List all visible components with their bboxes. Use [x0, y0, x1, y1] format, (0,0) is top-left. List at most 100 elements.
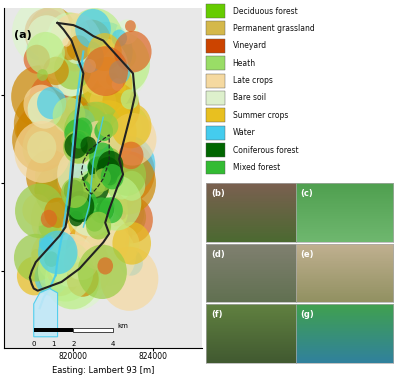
Circle shape: [119, 30, 130, 42]
Circle shape: [96, 219, 111, 235]
Circle shape: [115, 45, 136, 68]
FancyBboxPatch shape: [206, 39, 225, 53]
Circle shape: [62, 37, 71, 47]
Circle shape: [46, 192, 95, 247]
Circle shape: [106, 104, 149, 152]
Circle shape: [50, 19, 96, 69]
Circle shape: [103, 170, 117, 185]
Circle shape: [24, 45, 50, 74]
Circle shape: [88, 171, 108, 193]
Circle shape: [47, 259, 70, 285]
Circle shape: [38, 85, 77, 128]
Circle shape: [16, 107, 59, 154]
Circle shape: [49, 13, 102, 71]
Circle shape: [109, 60, 130, 84]
Circle shape: [28, 90, 62, 129]
Text: Permanent grassland: Permanent grassland: [233, 24, 314, 33]
Circle shape: [67, 109, 113, 159]
Circle shape: [96, 224, 130, 262]
Circle shape: [94, 83, 140, 134]
Circle shape: [95, 158, 121, 187]
Circle shape: [98, 151, 156, 215]
Circle shape: [86, 66, 123, 107]
Circle shape: [73, 118, 93, 139]
Circle shape: [35, 150, 82, 203]
Circle shape: [38, 231, 77, 274]
Circle shape: [96, 60, 122, 89]
Circle shape: [34, 11, 68, 49]
Bar: [73, 328, 113, 332]
Text: 2: 2: [71, 341, 76, 347]
Circle shape: [23, 85, 59, 124]
FancyBboxPatch shape: [206, 161, 225, 175]
Text: (f): (f): [211, 310, 222, 319]
Circle shape: [22, 194, 52, 226]
Circle shape: [84, 174, 105, 197]
Text: km: km: [117, 323, 128, 329]
Circle shape: [31, 249, 41, 259]
Circle shape: [83, 59, 96, 73]
Circle shape: [108, 154, 146, 196]
FancyBboxPatch shape: [206, 91, 225, 105]
Circle shape: [12, 108, 70, 172]
Circle shape: [79, 88, 114, 127]
Circle shape: [85, 121, 111, 150]
Circle shape: [73, 248, 112, 292]
Circle shape: [14, 91, 73, 156]
Circle shape: [54, 48, 91, 90]
Circle shape: [76, 181, 91, 198]
Circle shape: [66, 222, 116, 276]
Circle shape: [45, 201, 64, 222]
Text: (d): (d): [211, 249, 225, 259]
Circle shape: [89, 143, 115, 171]
Circle shape: [105, 225, 139, 263]
Circle shape: [28, 6, 76, 59]
Circle shape: [98, 197, 114, 216]
Circle shape: [67, 81, 109, 127]
Circle shape: [91, 175, 141, 231]
Circle shape: [14, 234, 57, 282]
Circle shape: [43, 57, 69, 85]
Circle shape: [99, 174, 119, 196]
Circle shape: [119, 142, 143, 169]
Circle shape: [39, 235, 54, 251]
Circle shape: [27, 131, 56, 163]
Circle shape: [94, 121, 113, 141]
Circle shape: [62, 44, 76, 60]
Circle shape: [52, 228, 65, 241]
Circle shape: [83, 172, 95, 184]
Circle shape: [85, 211, 104, 232]
Circle shape: [29, 108, 57, 138]
Circle shape: [57, 147, 106, 201]
Circle shape: [104, 136, 155, 193]
Circle shape: [83, 46, 128, 96]
Circle shape: [67, 8, 123, 71]
Circle shape: [106, 52, 146, 97]
Polygon shape: [34, 288, 58, 337]
Circle shape: [67, 261, 99, 297]
Circle shape: [64, 241, 99, 280]
Bar: [34, 328, 73, 332]
Circle shape: [118, 171, 145, 201]
X-axis label: Easting: Lambert 93 [m]: Easting: Lambert 93 [m]: [52, 367, 154, 375]
Circle shape: [88, 156, 108, 179]
Circle shape: [68, 197, 111, 245]
Circle shape: [82, 87, 134, 144]
Circle shape: [97, 201, 113, 220]
Circle shape: [110, 191, 127, 210]
Circle shape: [39, 248, 67, 279]
Circle shape: [102, 83, 135, 119]
Text: Deciduous forest: Deciduous forest: [233, 6, 297, 15]
Circle shape: [79, 22, 133, 81]
FancyBboxPatch shape: [206, 4, 225, 18]
Circle shape: [121, 89, 139, 109]
Circle shape: [67, 35, 90, 61]
Circle shape: [58, 68, 83, 97]
Circle shape: [44, 251, 58, 267]
Circle shape: [47, 122, 75, 153]
Circle shape: [69, 163, 91, 187]
Circle shape: [79, 99, 114, 139]
Circle shape: [100, 70, 135, 110]
FancyBboxPatch shape: [206, 22, 225, 36]
FancyBboxPatch shape: [206, 108, 225, 122]
